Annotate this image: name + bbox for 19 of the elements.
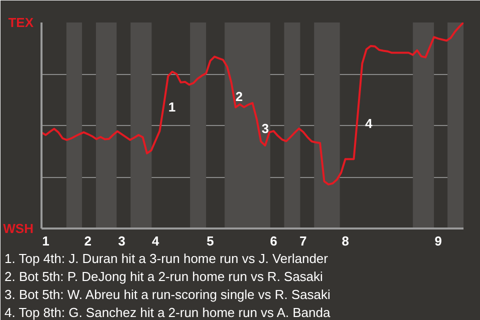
x-tick-label: 4 (152, 234, 160, 248)
x-tick-label: 5 (206, 234, 214, 248)
x-tick-label: 6 (270, 234, 278, 248)
annotation: 1 (168, 99, 176, 114)
text: WSH (3, 221, 34, 236)
x-tick-label: 2 (84, 234, 92, 248)
x-tick-label: 1 (42, 234, 50, 248)
text: 2. Bot 5th: P. DeJong hit a 2-run home run vs R. Sasaki (4, 269, 324, 284)
annotation: 2 (236, 89, 243, 104)
text: 1. Top 4th: J. Duran hit a 3-run home run vs J. Verlander (4, 251, 329, 266)
text: 3. Bot 5th: W. Abreu hit a run-scoring single vs R. Sasaki (4, 287, 330, 302)
x-tick-label: 3 (118, 234, 126, 248)
text: TEX (8, 15, 34, 30)
text: 4. Top 8th: G. Sanchez hit a 2-run home run vs A. Banda (4, 305, 331, 320)
annotation: 4 (365, 116, 374, 131)
x-tick-label: 7 (300, 234, 307, 248)
annotation: 3 (262, 121, 269, 136)
x-tick-label: 8 (342, 234, 349, 248)
x-tick-label: 9 (434, 234, 442, 248)
